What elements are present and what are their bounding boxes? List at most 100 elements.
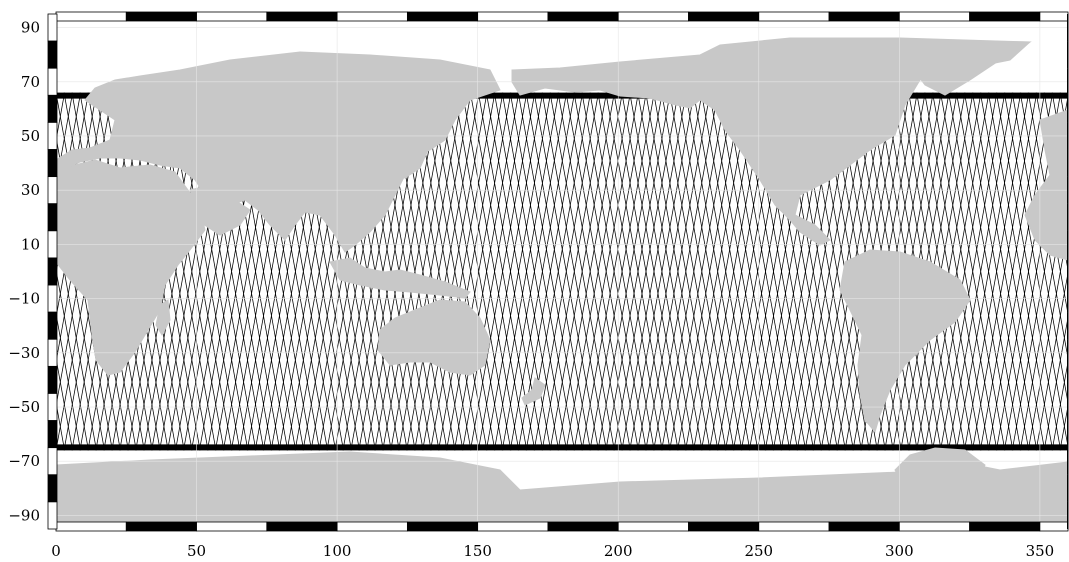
landmass-eurasia [56, 51, 501, 253]
land-masses [56, 37, 1068, 529]
frame-segment-bottom [547, 521, 619, 532]
frame-segment-right [1067, 122, 1068, 150]
frame-segment-top [617, 11, 689, 22]
x-tick-label: 300 [885, 542, 914, 560]
frame-segment-right [1067, 420, 1068, 448]
frame-segment-bottom [1039, 521, 1069, 532]
frame-segment-left [47, 149, 58, 178]
frame-segment-bottom [758, 521, 830, 532]
y-tick-label: 10 [21, 235, 40, 253]
x-tick-label: 100 [323, 542, 352, 560]
frame-segment-left [47, 257, 58, 286]
y-tick-label: −90 [8, 506, 40, 524]
x-tick-label: 150 [463, 542, 492, 560]
frame-segment-bottom [266, 521, 338, 532]
frame-segment-bottom [336, 521, 408, 532]
frame-segment-right [1067, 230, 1068, 258]
y-tick-label: 50 [21, 127, 40, 145]
landmass-antarctica [56, 451, 1068, 529]
y-tick-label: −50 [8, 398, 40, 416]
frame-segment-left [47, 338, 58, 367]
frame-segment-left [47, 365, 58, 394]
frame-segment-left [47, 230, 58, 259]
frame-segment-right [1067, 176, 1068, 204]
north-turning-band [56, 92, 1068, 99]
frame-segment-left [47, 203, 58, 232]
frame-segment-bottom [55, 521, 127, 532]
frame-segment-right [1067, 285, 1068, 313]
landmass-antarctic-peninsula [894, 447, 986, 493]
frame-segment-top [336, 11, 408, 22]
y-tick-label: 70 [21, 73, 40, 91]
landmass-arabia [189, 184, 251, 236]
frame-segment-right [1067, 95, 1068, 123]
frame-segment-left [47, 94, 58, 123]
landmass-south-america [839, 249, 971, 434]
graticule [56, 14, 1068, 529]
frame-segment-top [898, 11, 971, 22]
frame-segment-right [1067, 366, 1068, 394]
frame-segment-top [125, 11, 197, 22]
frame-segment-top [406, 11, 479, 22]
frame-segment-bottom [617, 521, 689, 532]
frame-segment-bottom [898, 521, 971, 532]
frame-segment-top [1039, 11, 1069, 22]
frame-segment-bottom [477, 521, 549, 532]
frame-segment-top [55, 11, 127, 22]
x-tick-label: 50 [187, 542, 206, 560]
y-tick-label: −30 [8, 344, 40, 362]
frame-segment-left [47, 67, 58, 96]
frame-segment-right [1067, 149, 1068, 177]
frame-segment-right [1067, 203, 1068, 231]
frame-segment-left [47, 311, 58, 340]
frame-segment-right [1067, 68, 1068, 96]
landmass-maritime-asia [329, 257, 471, 299]
frame-segment-bottom [828, 521, 900, 532]
frame-segment-right [1067, 257, 1068, 286]
landmass-japan [394, 144, 429, 179]
longitude-axis: 0 50 100 150 200 250 300 350 [51, 542, 1054, 560]
frame-segment-right [1067, 41, 1068, 69]
frame-segment-right [1067, 447, 1068, 475]
frame-segment-top [477, 11, 549, 22]
frame-segment-left [47, 122, 58, 150]
frame-segment-top [196, 11, 268, 22]
landmass-new-zealand [521, 377, 546, 406]
map-frame [47, 11, 1069, 532]
y-tick-label: −70 [8, 452, 40, 470]
frame-segment-left [47, 284, 58, 313]
frame-segment-left [47, 13, 58, 42]
frame-segment-bottom [196, 521, 268, 532]
frame-segment-right [1067, 393, 1068, 421]
landmass-europe-east-wrap [1024, 109, 1068, 261]
frame-segment-bottom [688, 521, 760, 532]
x-tick-label: 200 [604, 542, 633, 560]
landmass-australia [377, 299, 491, 376]
frame-segment-right [1067, 339, 1068, 367]
frame-segment-right [1067, 312, 1068, 340]
south-turning-band [56, 444, 1068, 451]
y-tick-label: −10 [8, 290, 40, 308]
frame-segment-bottom [969, 521, 1041, 532]
x-tick-label: 0 [51, 542, 61, 560]
frame-segment-left [47, 420, 58, 449]
landmass-africa [56, 159, 206, 376]
frame-segment-left [47, 176, 58, 205]
landmass-greenland [899, 39, 1032, 96]
x-tick-label: 250 [744, 542, 773, 560]
frame-segment-top [688, 11, 760, 22]
y-tick-label: 90 [21, 19, 40, 37]
frame-segment-bottom [406, 521, 479, 532]
latitude-axis: 90 70 50 30 10 −10 −30 −50 −70 −90 [8, 19, 40, 525]
frame-segment-top [266, 11, 338, 22]
frame-segment-left [47, 501, 58, 530]
frame-segment-top [758, 11, 830, 22]
frame-segment-top [828, 11, 900, 22]
frame-segment-right [1067, 474, 1068, 502]
frame-segment-top [547, 11, 619, 22]
frame-segment-left [47, 447, 58, 476]
landmass-north-america [511, 37, 1032, 246]
frame-segment-left [47, 40, 58, 69]
frame-segment-right [1067, 14, 1068, 42]
